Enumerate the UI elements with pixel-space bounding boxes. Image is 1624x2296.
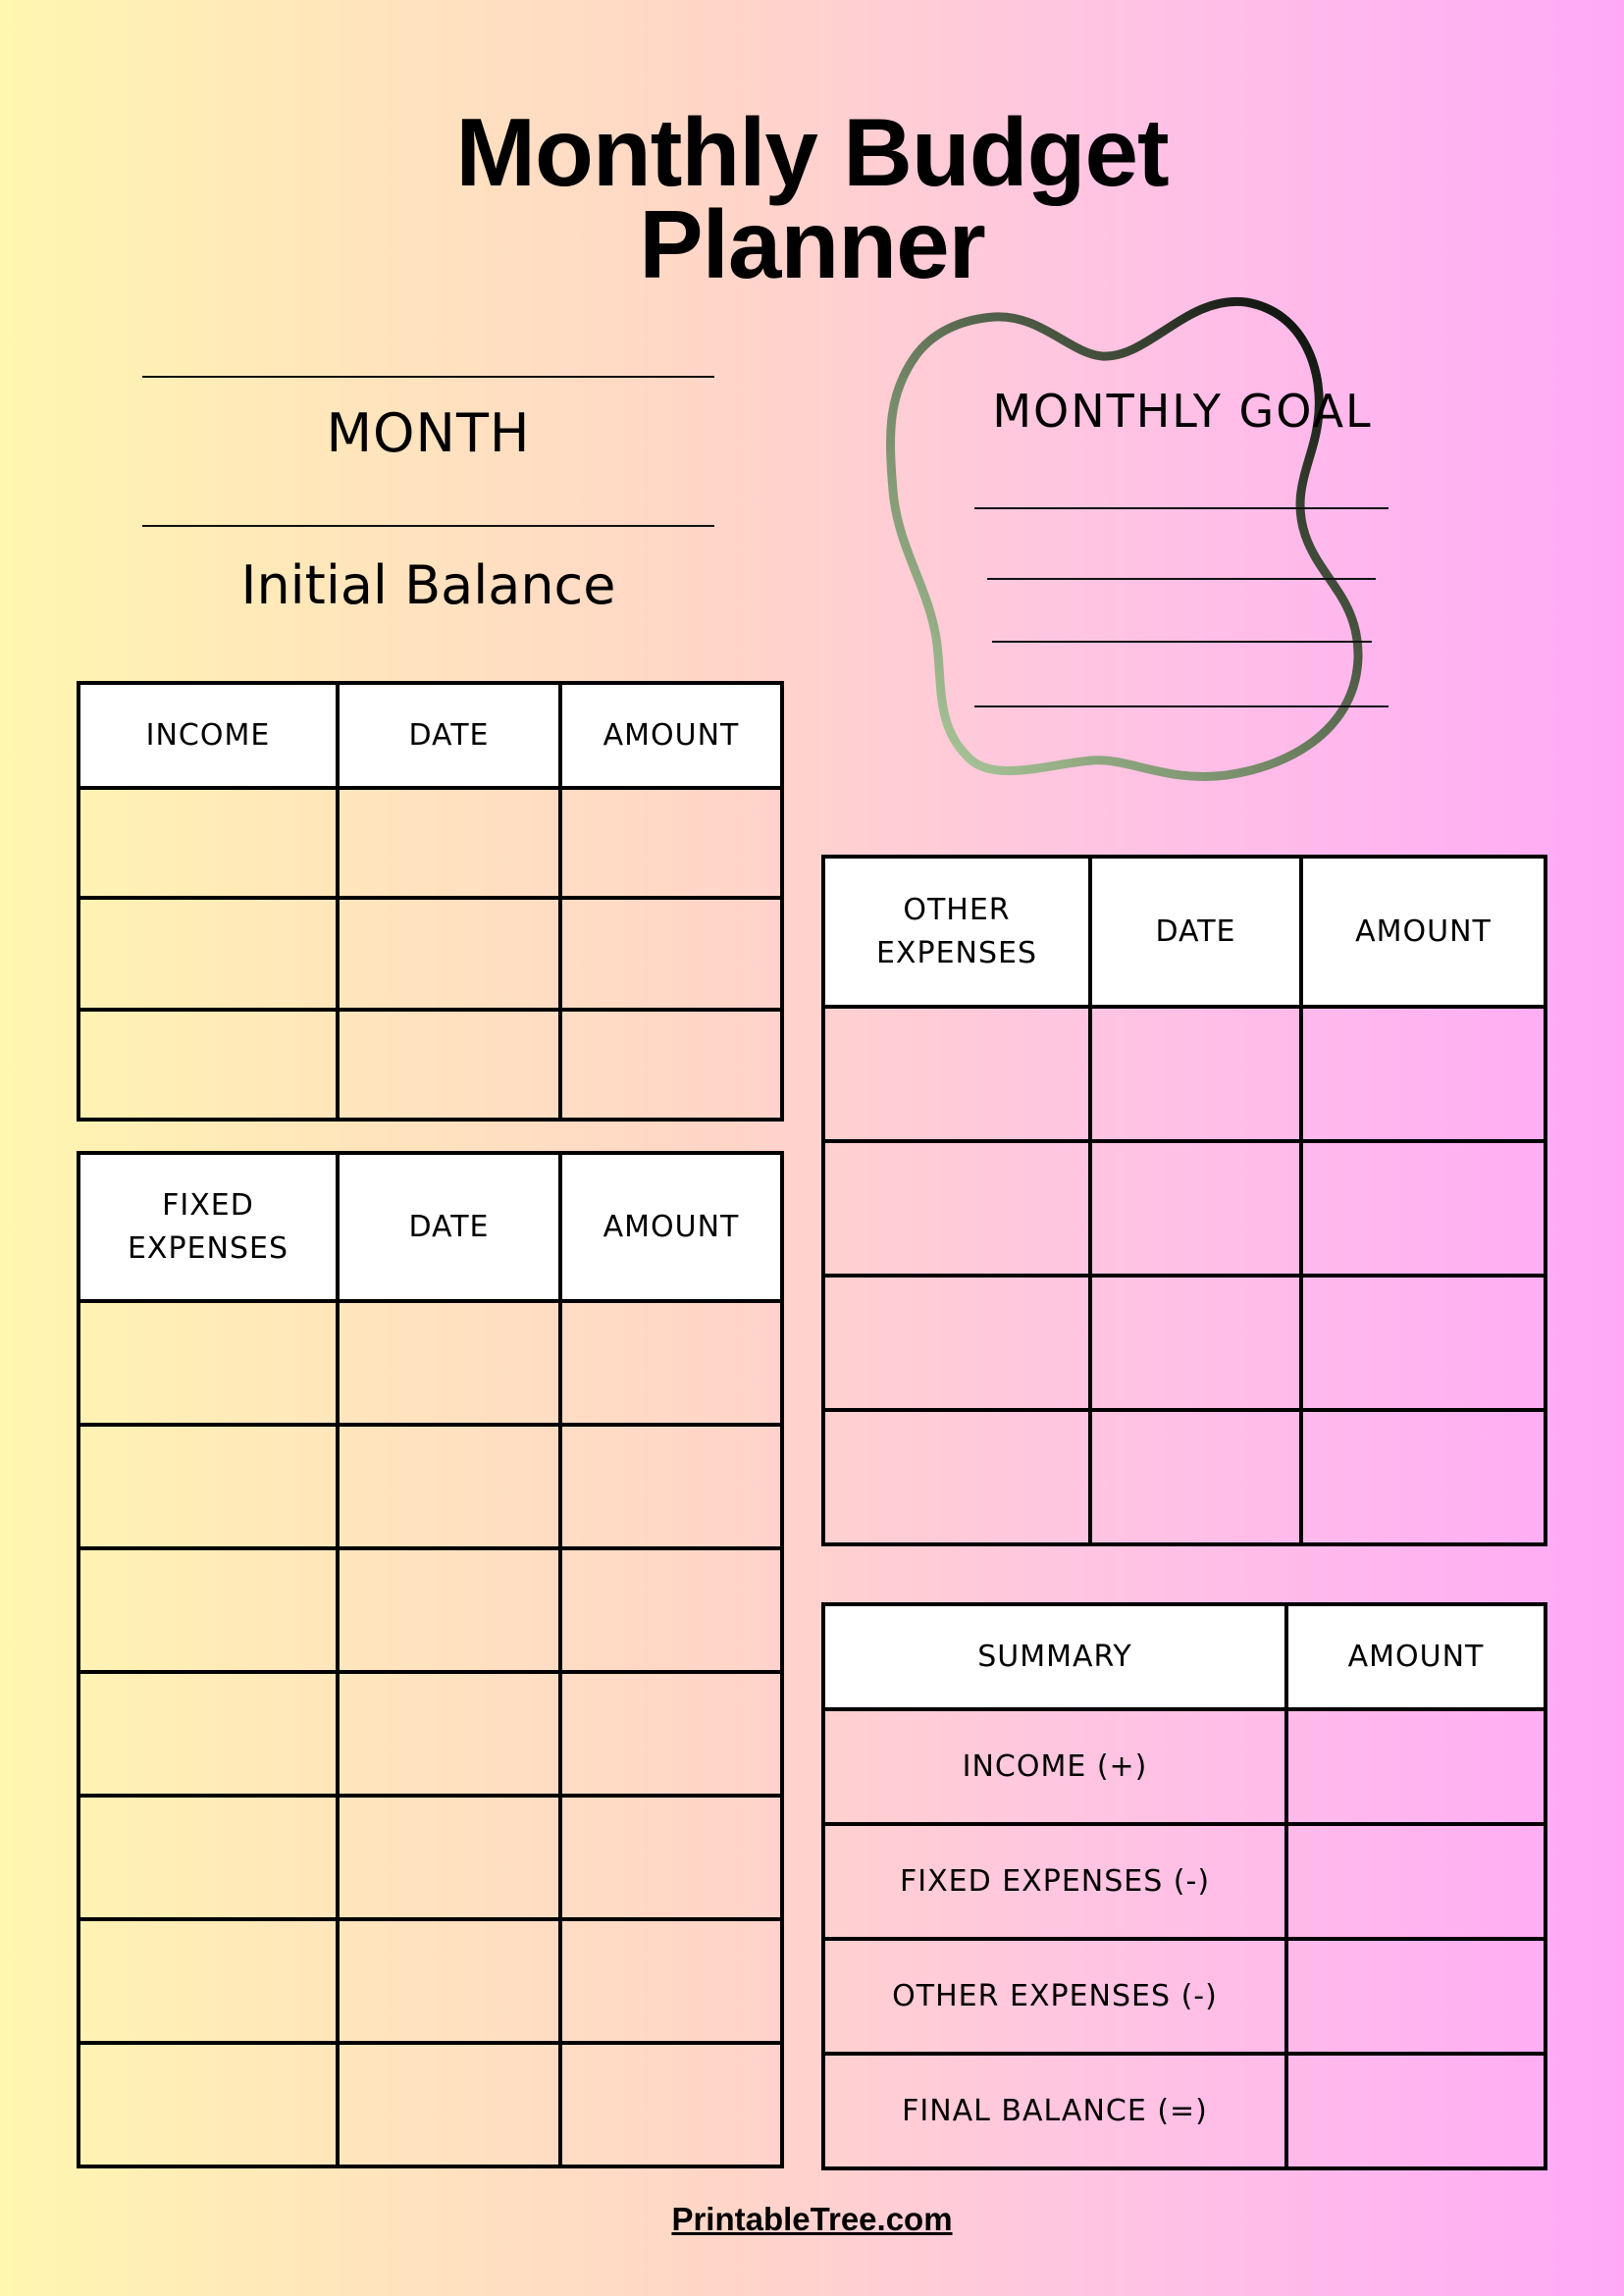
header-amount: AMOUNT [1284, 1602, 1547, 1711]
table-row [77, 896, 784, 1012]
cell[interactable] [821, 1274, 1092, 1412]
initial-balance-label: Initial Balance [240, 554, 616, 616]
income-table: INCOME DATE AMOUNT [77, 681, 784, 1122]
summary-label: INCOME (+) [821, 1707, 1288, 1826]
cell[interactable] [558, 2041, 784, 2168]
cell[interactable] [558, 1794, 784, 1921]
other-expenses-table: OTHER EXPENSES DATE AMOUNT [821, 855, 1547, 1546]
cell[interactable] [336, 1546, 562, 1674]
table-row [77, 1008, 784, 1122]
cell[interactable] [336, 1299, 562, 1427]
header-other-expenses: OTHER EXPENSES [821, 855, 1092, 1009]
cell[interactable] [77, 1670, 340, 1798]
cell[interactable] [821, 1005, 1092, 1143]
cell[interactable] [77, 786, 340, 900]
table-row [77, 1794, 784, 1921]
cell[interactable] [77, 1546, 340, 1674]
table-row [821, 1139, 1547, 1278]
summary-row-final-balance: FINAL BALANCE (=) [821, 2052, 1547, 2170]
table-row [821, 1274, 1547, 1412]
blob-outline [886, 296, 1363, 782]
cell[interactable] [1299, 1139, 1547, 1278]
summary-row-fixed-expenses: FIXED EXPENSES (-) [821, 1822, 1547, 1941]
header-amount: AMOUNT [1299, 855, 1547, 1009]
cell[interactable] [77, 1299, 340, 1427]
page-title: Monthly Budget Planner [455, 98, 1169, 298]
cell[interactable] [336, 1008, 562, 1122]
table-row [77, 1299, 784, 1427]
table-row [77, 1917, 784, 2045]
cell[interactable] [558, 896, 784, 1012]
cell[interactable] [336, 896, 562, 1012]
summary-label: FIXED EXPENSES (-) [821, 1822, 1288, 1941]
cell[interactable] [558, 1917, 784, 2045]
cell[interactable] [558, 1423, 784, 1550]
cell[interactable] [1299, 1408, 1547, 1546]
cell[interactable] [821, 1408, 1092, 1546]
table-row [821, 1005, 1547, 1143]
cell[interactable] [558, 1008, 784, 1122]
summary-row-income: INCOME (+) [821, 1707, 1547, 1826]
header-amount: AMOUNT [558, 1151, 784, 1303]
cell[interactable] [336, 1794, 562, 1921]
cell[interactable] [1088, 1139, 1303, 1278]
cell[interactable] [558, 1299, 784, 1427]
cell[interactable] [336, 1670, 562, 1798]
month-label: MONTH [326, 402, 531, 464]
cell[interactable] [1088, 1005, 1303, 1143]
cell[interactable] [336, 1423, 562, 1550]
header-summary: SUMMARY [821, 1602, 1288, 1711]
footer-link[interactable]: PrintableTree.com [671, 2201, 953, 2237]
cell[interactable] [77, 1008, 340, 1122]
cell[interactable] [558, 1670, 784, 1798]
cell[interactable] [77, 896, 340, 1012]
cell[interactable] [336, 2041, 562, 2168]
cell[interactable] [558, 1546, 784, 1674]
initial-balance-line[interactable] [142, 525, 714, 527]
cell[interactable] [821, 1139, 1092, 1278]
cell[interactable] [1088, 1408, 1303, 1546]
cell[interactable] [1299, 1005, 1547, 1143]
cell[interactable] [1284, 2052, 1547, 2170]
header-income: INCOME [77, 681, 340, 790]
cell[interactable] [1284, 1937, 1547, 2056]
header-date: DATE [336, 681, 562, 790]
summary-label: FINAL BALANCE (=) [821, 2052, 1288, 2170]
table-row [77, 1670, 784, 1798]
summary-row-other-expenses: OTHER EXPENSES (-) [821, 1937, 1547, 2056]
table-row [77, 1423, 784, 1550]
cell[interactable] [77, 1794, 340, 1921]
cell[interactable] [77, 1423, 340, 1550]
cell[interactable] [1088, 1274, 1303, 1412]
table-row [77, 1546, 784, 1674]
monthly-goal-title: MONTHLY GOAL [992, 385, 1373, 438]
cell[interactable] [336, 786, 562, 900]
fixed-expenses-table: FIXED EXPENSES DATE AMOUNT [77, 1151, 784, 2168]
cell[interactable] [77, 1917, 340, 2045]
header-fixed-expenses: FIXED EXPENSES [77, 1151, 340, 1303]
cell[interactable] [336, 1917, 562, 2045]
summary-label: OTHER EXPENSES (-) [821, 1937, 1288, 2056]
cell[interactable] [1284, 1707, 1547, 1826]
table-row [77, 2041, 784, 2168]
cell[interactable] [1284, 1822, 1547, 1941]
table-row [77, 786, 784, 900]
header-date: DATE [336, 1151, 562, 1303]
header-amount: AMOUNT [558, 681, 784, 790]
cell[interactable] [1299, 1274, 1547, 1412]
cell[interactable] [558, 786, 784, 900]
month-top-line [142, 376, 714, 378]
table-row [821, 1408, 1547, 1546]
cell[interactable] [77, 2041, 340, 2168]
monthly-goal-blob [886, 296, 1388, 782]
summary-table: SUMMARY AMOUNT INCOME (+) FIXED EXPENSES… [821, 1602, 1547, 2170]
header-date: DATE [1088, 855, 1303, 1009]
